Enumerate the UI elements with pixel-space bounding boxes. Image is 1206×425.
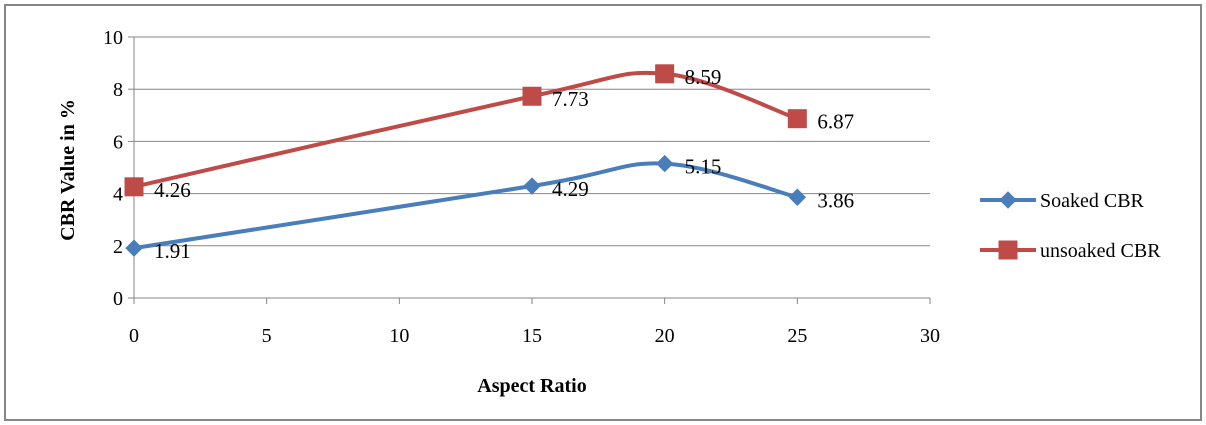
axes: 0 2 4 6 8 10 0 5 10 15 20 25 30 [103,27,940,347]
y-tick-label: 8 [113,79,123,101]
series-line-soaked-cbr [132,161,800,251]
x-tick-label: 10 [389,325,409,347]
data-label-soaked-cbr: 5.15 [685,155,722,179]
legend-label-unsoaked-cbr: unsoaked CBR [1040,240,1161,262]
legend: Soaked CBR unsoaked CBR [980,190,1161,262]
x-tick-label: 0 [129,325,139,347]
data-labels: 1.91 4.29 5.15 3.86 4.26 7.73 8.59 6.87 [154,65,854,263]
x-tick-label: 30 [920,325,940,347]
y-axis-title: CBR Value in % [57,99,79,241]
chart-frame [4,4,1202,421]
y-tick-label: 4 [113,184,123,206]
legend-marker-soaked-cbr [999,191,1017,209]
data-point-unsoaked-cbr [124,177,144,197]
data-point-soaked-cbr [125,239,143,257]
data-label-unsoaked-cbr: 7.73 [552,87,589,111]
x-axis-title: Aspect Ratio [477,375,586,397]
x-tick-label: 20 [655,325,675,347]
data-label-soaked-cbr: 4.29 [552,177,589,201]
data-point-unsoaked-cbr [522,86,542,106]
x-tick-label: 5 [262,325,272,347]
legend-marker-unsoaked-cbr [998,240,1018,260]
data-point-soaked-cbr [523,177,541,195]
data-point-soaked-cbr [655,154,674,173]
x-tick-label: 25 [787,325,807,347]
gridlines [134,36,930,247]
x-tick-label: 15 [522,325,542,347]
data-point-unsoaked-cbr [787,109,807,129]
data-point-unsoaked-cbr [655,64,675,84]
data-label-unsoaked-cbr: 8.59 [685,65,722,89]
y-tick-label: 6 [113,131,123,153]
y-tick-label: 2 [113,236,123,258]
y-tick-label: 0 [113,288,123,310]
data-label-unsoaked-cbr: 6.87 [817,110,854,134]
series-markers [124,64,807,257]
data-label-unsoaked-cbr: 4.26 [154,178,191,202]
series-lines [132,70,800,251]
legend-label-soaked-cbr: Soaked CBR [1040,190,1145,212]
data-label-soaked-cbr: 1.91 [154,239,191,263]
y-tick-label: 10 [103,27,123,49]
data-point-soaked-cbr [788,188,807,206]
series-line-unsoaked-cbr [132,70,800,189]
data-label-soaked-cbr: 3.86 [817,188,854,212]
